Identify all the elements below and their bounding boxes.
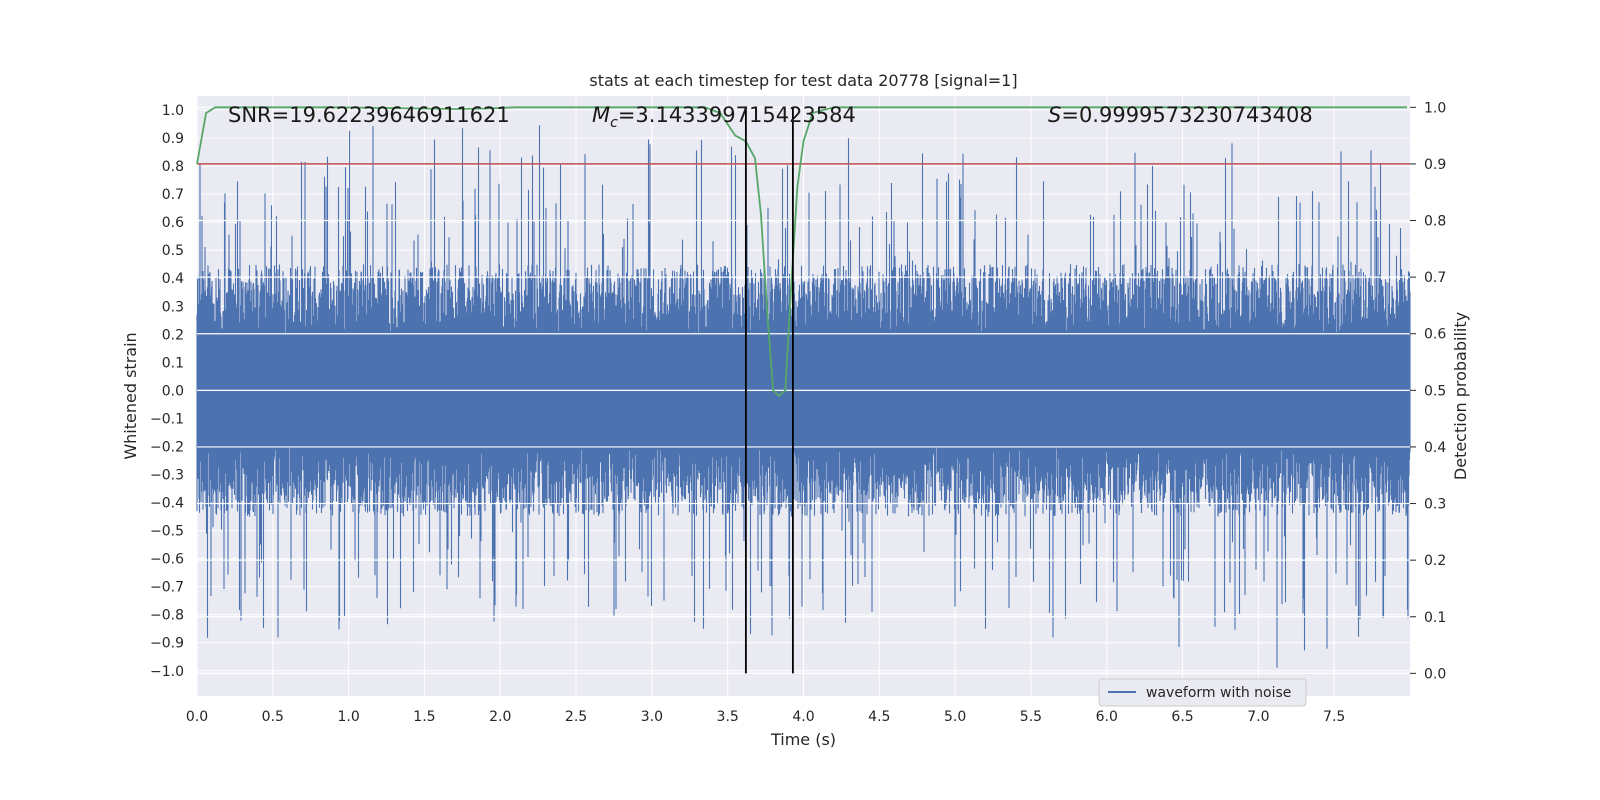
y-left-tick-label: −0.6 — [150, 552, 184, 568]
x-tick-label: 0.0 — [186, 709, 208, 725]
y-left-tick-label: 0.3 — [162, 299, 184, 315]
y-right-tick-label: 0.0 — [1424, 666, 1446, 682]
x-tick-label: 7.5 — [1323, 709, 1345, 725]
legend: waveform with noise — [1098, 678, 1307, 707]
y-right-tick-label: 1.0 — [1424, 100, 1446, 116]
x-tick-label: 2.0 — [489, 709, 511, 725]
y-left-tick-label: 0.8 — [162, 159, 184, 175]
y-left-tick-label: −0.7 — [150, 580, 184, 596]
y-right-tick-label: 0.4 — [1424, 440, 1446, 456]
x-tick-label: 7.0 — [1247, 709, 1269, 725]
chirp-mass-subscript: c — [610, 115, 618, 131]
x-tick-label: 6.0 — [1096, 709, 1118, 725]
score-value: =0.9999573230743408 — [1061, 103, 1312, 127]
y-left-tick-label: 0.5 — [162, 243, 184, 259]
y-left-tick-label: 0.1 — [162, 355, 184, 371]
chirp-mass-annotation: Mc=3.143399715423584 — [592, 103, 856, 131]
legend-label-waveform: waveform with noise — [1146, 685, 1291, 701]
y-left-tick-label: 0.6 — [162, 215, 184, 231]
chirp-mass-symbol: M — [592, 103, 610, 127]
x-tick-label: 3.5 — [717, 709, 739, 725]
y-left-tick-label: 1.0 — [162, 103, 184, 119]
y-left-axis-label: Whitened strain — [121, 332, 140, 459]
y-left-tick-label: −0.5 — [150, 524, 184, 540]
score-symbol: S — [1048, 103, 1061, 127]
detection-probability-series — [196, 106, 1407, 398]
y-right-tick-label: 0.2 — [1424, 553, 1446, 569]
y-left-tick-label: 0.9 — [162, 131, 184, 147]
x-tick-label: 1.0 — [337, 709, 359, 725]
y-left-tick-label: −0.3 — [150, 468, 184, 484]
x-axis-label: Time (s) — [770, 730, 836, 749]
y-left-tick-label: −0.1 — [150, 411, 184, 427]
x-tick-label: 4.5 — [868, 709, 890, 725]
chirp-mass-value: =3.143399715423584 — [618, 103, 856, 127]
x-tick-label: 5.0 — [944, 709, 966, 725]
y-right-tick-label: 0.3 — [1424, 497, 1446, 513]
y-left-tick-label: −0.8 — [150, 608, 184, 624]
waveform-series — [196, 125, 1411, 668]
y-right-tick-label: 0.6 — [1424, 327, 1446, 343]
y-right-axis-label: Detection probability — [1451, 312, 1470, 480]
x-axis-ticks: 0.0 0.5 1.0 1.5 2.0 2.5 3.0 3.5 4.0 4.5 5.0 5.5 6.0 6… — [186, 709, 1345, 725]
x-tick-label: 5.5 — [1020, 709, 1042, 725]
y-right-tick-label: 0.5 — [1424, 383, 1446, 399]
y-left-tick-label: −0.9 — [150, 636, 184, 652]
y-right-tick-label: 0.1 — [1424, 610, 1446, 626]
y-left-tick-label: −0.4 — [150, 496, 184, 512]
x-tick-label: 4.0 — [792, 709, 814, 725]
snr-annotation: SNR=19.62239646911621 — [228, 103, 510, 127]
y-right-tick-label: 0.9 — [1424, 157, 1446, 173]
y-right-tick-label: 0.8 — [1424, 214, 1446, 230]
x-tick-label: 0.5 — [262, 709, 284, 725]
y-right-axis-ticks: 1.0 0.9 0.8 0.7 0.6 0.5 0.4 0.3 0.2 0.1 0.0 — [1410, 100, 1446, 682]
x-tick-label: 6.5 — [1171, 709, 1193, 725]
y-left-tick-label: 0.4 — [162, 271, 184, 287]
y-left-tick-label: −0.2 — [150, 439, 184, 455]
y-left-axis-ticks: 1.0 0.9 0.8 0.7 0.6 0.5 0.4 0.3 0.2 0.1 0.0 −0.1 −0.… — [150, 103, 184, 680]
y-right-tick-label: 0.7 — [1424, 270, 1446, 286]
chart-title: stats at each timestep for test data 207… — [589, 71, 1017, 90]
legend-box — [1098, 678, 1307, 707]
x-tick-label: 1.5 — [413, 709, 435, 725]
score-annotation: S=0.9999573230743408 — [1048, 103, 1313, 127]
y-left-tick-label: 0.7 — [162, 187, 184, 203]
x-tick-label: 3.0 — [641, 709, 663, 725]
y-left-tick-label: −1.0 — [150, 664, 184, 680]
x-tick-label: 2.5 — [565, 709, 587, 725]
y-left-tick-label: 0.0 — [162, 383, 184, 399]
y-left-tick-label: 0.2 — [162, 327, 184, 343]
